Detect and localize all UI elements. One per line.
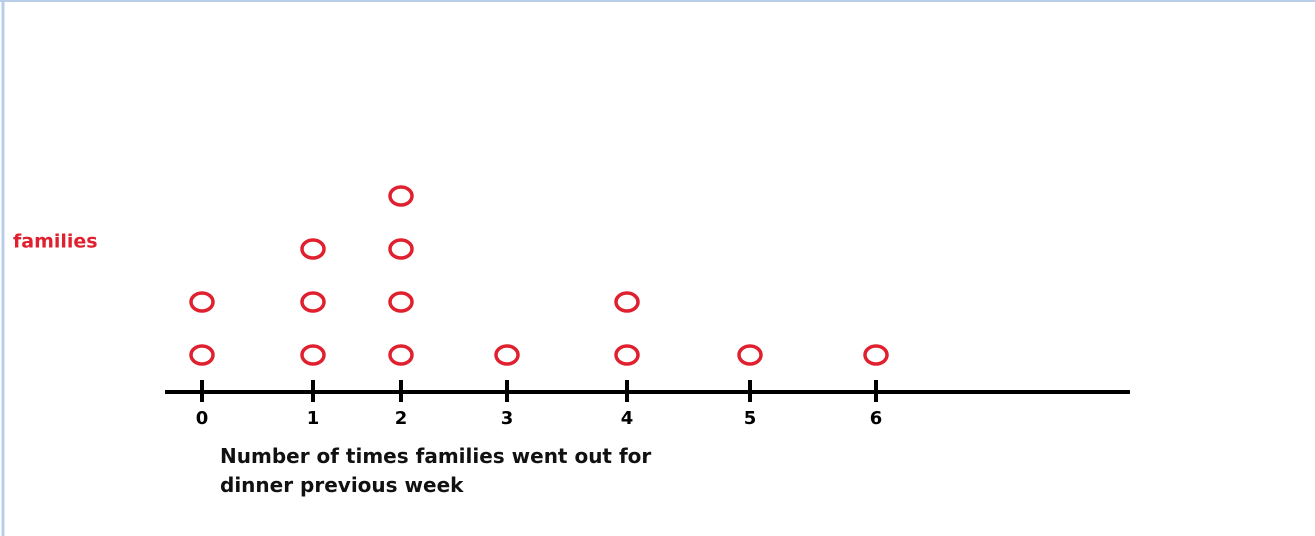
dot	[737, 344, 763, 366]
x-tick-label: 2	[395, 408, 408, 429]
dot	[614, 344, 640, 366]
x-tick-label: 5	[744, 408, 757, 429]
dot	[189, 344, 215, 366]
y-axis-label: families	[13, 231, 98, 253]
dot	[388, 185, 414, 207]
x-axis-label: Number of times families went out for di…	[220, 444, 652, 497]
x-tick-label: 4	[621, 408, 634, 429]
dot	[494, 344, 520, 366]
dot	[300, 238, 326, 260]
dot	[300, 344, 326, 366]
dot	[388, 344, 414, 366]
dot	[863, 344, 889, 366]
dot	[388, 291, 414, 313]
x-tick-label: 0	[196, 408, 209, 429]
dot	[388, 238, 414, 260]
x-tick-label: 3	[501, 408, 514, 429]
x-tick-label: 1	[307, 408, 320, 429]
dot	[189, 291, 215, 313]
dot	[614, 291, 640, 313]
x-tick-label: 6	[870, 408, 883, 429]
dot	[300, 291, 326, 313]
